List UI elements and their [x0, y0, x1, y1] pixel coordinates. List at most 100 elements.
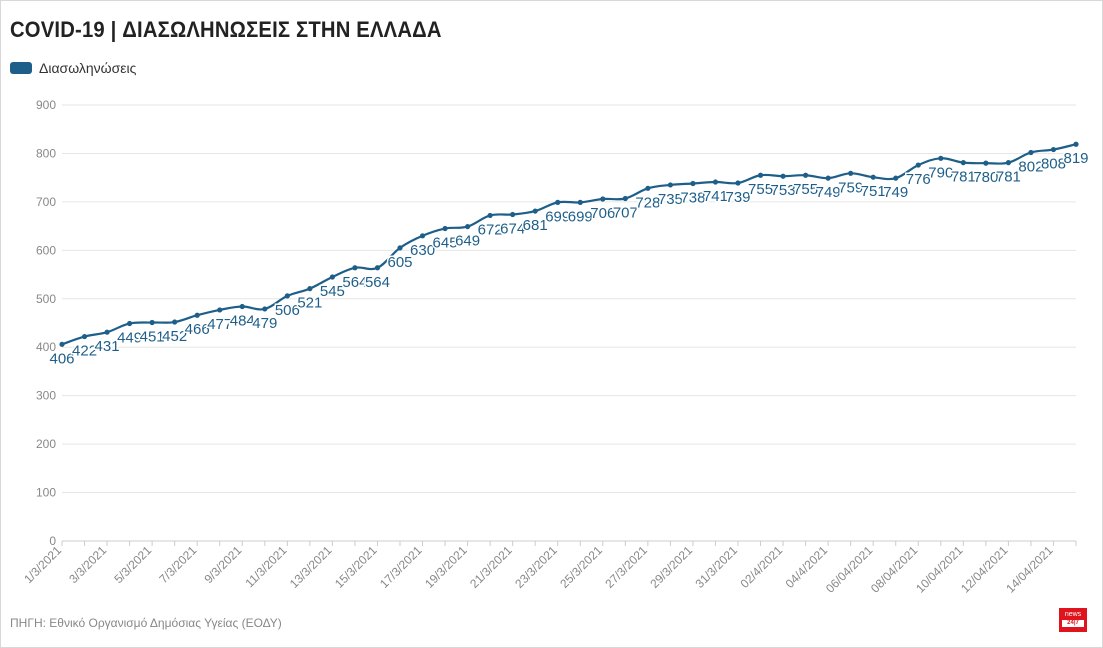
data-label: 431	[95, 338, 120, 355]
x-tick-label: 12/04/2021	[958, 543, 1011, 596]
data-point	[780, 173, 786, 179]
x-tick-label: 21/3/2021	[467, 543, 515, 591]
data-point	[1005, 160, 1012, 166]
data-label: 753	[771, 182, 796, 199]
data-point	[600, 196, 606, 202]
x-tick-label: 25/3/2021	[557, 543, 605, 591]
data-label: 728	[635, 194, 660, 211]
data-label: 406	[49, 350, 74, 367]
x-tick-label: 1/3/2021	[21, 543, 64, 586]
data-point	[239, 303, 245, 310]
data-label: 545	[320, 283, 345, 300]
data-point	[667, 182, 674, 188]
x-tick-label: 02/4/2021	[738, 543, 786, 591]
data-label: 776	[906, 171, 931, 188]
data-point	[487, 212, 493, 219]
data-label: 449	[117, 329, 142, 346]
data-label: 741	[703, 188, 728, 205]
x-tick-label: 3/3/2021	[66, 543, 109, 586]
y-tick-label: 600	[36, 243, 56, 257]
data-label: 790	[928, 164, 953, 181]
data-point	[870, 174, 876, 180]
data-label: 699	[568, 208, 593, 225]
news247-logo: news 24|7	[1059, 608, 1087, 632]
data-label: 808	[1041, 156, 1066, 173]
data-label: 630	[410, 242, 435, 259]
data-point	[194, 312, 200, 318]
y-tick-label: 400	[36, 340, 56, 354]
data-label: 706	[590, 205, 615, 222]
data-point	[825, 175, 831, 181]
data-point	[1073, 141, 1079, 147]
data-label: 735	[658, 191, 683, 208]
data-label: 707	[613, 204, 638, 221]
source-note: ΠΗΓΗ: Εθνικό Οργανισμό Δημόσιας Υγείας (…	[10, 616, 282, 630]
data-point	[284, 293, 290, 299]
data-label: 479	[252, 315, 277, 332]
x-tick-label: 04/4/2021	[783, 543, 831, 591]
data-label: 699	[545, 208, 570, 225]
data-point	[848, 170, 854, 176]
data-label: 780	[973, 169, 998, 186]
x-tick-label: 10/04/2021	[913, 543, 966, 596]
data-point	[127, 320, 133, 327]
data-label: 506	[275, 302, 300, 319]
data-label: 422	[72, 343, 97, 360]
data-point	[81, 333, 88, 340]
data-point	[622, 195, 628, 202]
legend-swatch	[10, 62, 32, 74]
data-label: 749	[816, 184, 841, 201]
data-label: 521	[297, 295, 322, 312]
chart-title: COVID-19 | ΔΙΑΣΩΛΗΝΩΣΕΙΣ ΣΤΗΝ ΕΛΛΑΔΑ	[10, 17, 442, 42]
data-point	[1028, 149, 1034, 156]
data-point	[307, 286, 313, 292]
data-label: 484	[230, 313, 255, 330]
data-point	[510, 211, 516, 218]
y-tick-label: 800	[36, 146, 56, 160]
data-point	[217, 307, 223, 313]
x-tick-label: 06/04/2021	[823, 543, 876, 596]
x-tick-label: 27/3/2021	[602, 543, 650, 591]
data-point	[104, 329, 110, 335]
x-tick-label: 11/3/2021	[242, 543, 289, 590]
data-point	[735, 180, 741, 186]
legend[interactable]: Διασωληνώσεις	[10, 60, 136, 76]
data-point	[712, 179, 719, 185]
y-tick-label: 100	[36, 486, 56, 500]
data-label: 749	[883, 184, 908, 201]
data-point	[352, 265, 358, 271]
legend-label: Διασωληνώσεις	[39, 60, 137, 76]
data-point	[532, 208, 538, 214]
data-label: 452	[162, 328, 187, 345]
data-point	[172, 319, 178, 325]
data-label: 649	[455, 233, 480, 250]
series-line	[61, 143, 1077, 346]
data-point	[465, 223, 471, 230]
data-point	[915, 162, 921, 168]
data-label: 674	[500, 220, 525, 237]
y-tick-label: 900	[36, 98, 56, 112]
data-label: 755	[748, 181, 773, 198]
y-tick-label: 700	[36, 195, 56, 209]
data-point	[1050, 146, 1057, 153]
data-label: 819	[1063, 150, 1088, 167]
data-point	[59, 341, 65, 347]
data-label: 751	[861, 183, 886, 200]
data-point	[938, 155, 944, 161]
data-point	[419, 233, 426, 239]
logo-line2: 24|7	[1062, 620, 1084, 627]
data-point	[690, 180, 696, 187]
data-label: 755	[793, 181, 818, 198]
data-label: 564	[365, 274, 390, 291]
data-point	[149, 319, 155, 326]
data-point	[577, 199, 583, 205]
data-label: 645	[433, 235, 458, 252]
data-label: 802	[1018, 158, 1043, 175]
data-label: 466	[185, 321, 210, 338]
data-label: 681	[523, 217, 548, 234]
x-tick-label: 08/04/2021	[868, 543, 921, 596]
x-tick-label: 17/3/2021	[377, 543, 425, 591]
data-point	[645, 185, 651, 191]
